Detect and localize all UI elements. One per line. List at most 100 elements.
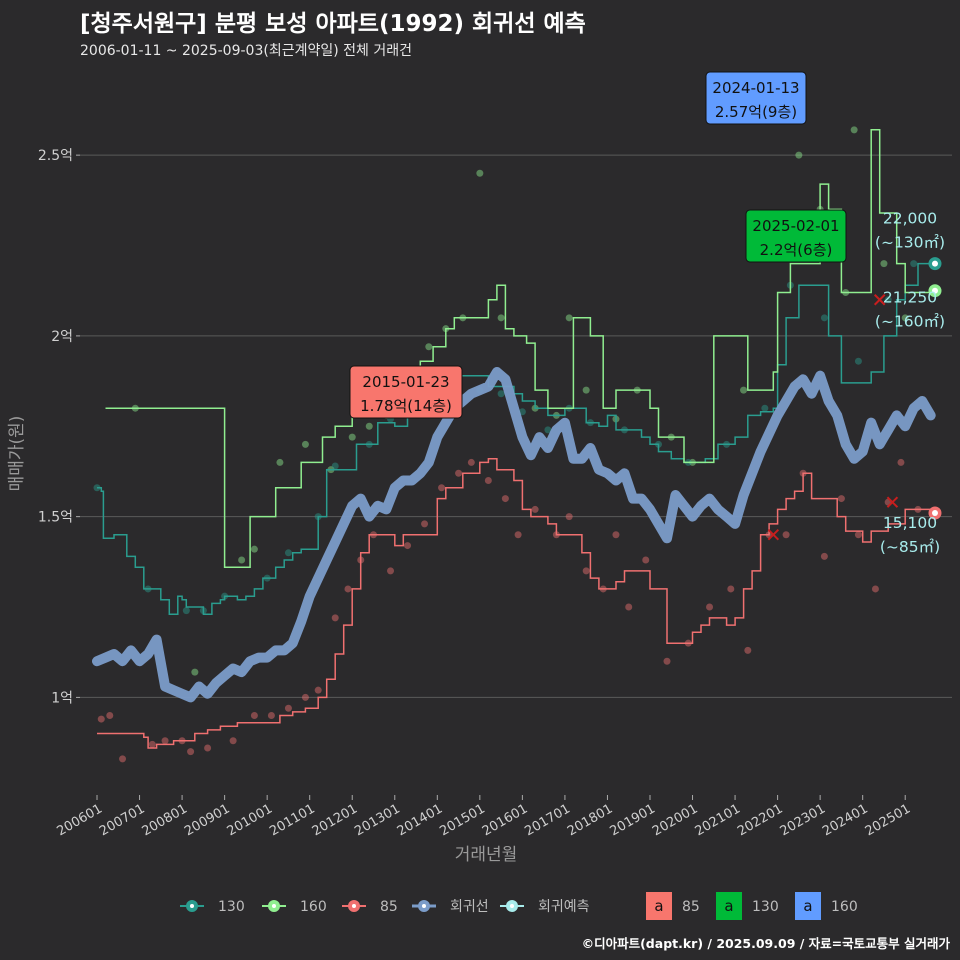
x-tick-label: 201401 [395, 801, 445, 839]
legend-s130-key-center [190, 904, 194, 908]
forecast-s130-marker-center [931, 260, 938, 267]
x-axis-title: 거래년월 [455, 845, 518, 865]
x-tick-label: 201101 [267, 801, 317, 839]
s85-point [148, 740, 156, 748]
x-tick-label: 201701 [522, 801, 572, 839]
x-tick-label: 201201 [310, 801, 360, 839]
s85-point [501, 495, 509, 503]
s85-point [727, 585, 735, 593]
s85-point [642, 556, 650, 564]
s85-point [455, 469, 463, 477]
x-tick-label: 201001 [225, 801, 275, 839]
x-tick-label: 201801 [565, 801, 615, 839]
annotation-value: 1.78억(14층) [360, 397, 452, 415]
s130-point [331, 462, 339, 470]
s85-point [204, 744, 212, 752]
s160-point [238, 556, 246, 564]
legend-s130-label: 130 [218, 899, 245, 915]
s85-point [106, 711, 114, 719]
legend-label85-glyph: a [654, 897, 663, 915]
s160-point [795, 151, 803, 159]
legend-label130-label: 130 [752, 899, 779, 915]
legend-regression-label: 회귀선 [450, 899, 489, 915]
forecast-value-label: 22,000 [883, 210, 937, 228]
s85-point [187, 748, 195, 756]
s85-point [344, 585, 352, 593]
s130-point [910, 260, 918, 268]
s130-point [497, 390, 505, 398]
s130-point [854, 357, 862, 365]
legend-label85-swatch [646, 892, 672, 920]
s85-point [565, 513, 573, 521]
s85-point [744, 646, 752, 654]
s160-point [740, 386, 748, 394]
s160-point [565, 314, 573, 322]
s85-point [663, 657, 671, 665]
annotation-date: 2024-01-13 [712, 79, 799, 97]
s85-point [161, 737, 169, 745]
s85-point [582, 567, 590, 575]
s160-point [301, 440, 309, 448]
s160-point [276, 458, 284, 466]
s85-point [284, 704, 292, 712]
s85-point [782, 531, 790, 539]
s85-point [97, 715, 105, 723]
annotation-box-label160 [705, 71, 807, 125]
annotation-value: 2.57억(9층) [715, 103, 797, 121]
s85-point [820, 552, 828, 560]
s160-point [880, 260, 888, 268]
s85-point [314, 686, 322, 694]
legend-regression-key-center [422, 904, 426, 908]
x-tick-label: 201901 [608, 801, 658, 839]
forecast-value-label: 21,250 [883, 289, 937, 307]
s85-point [119, 755, 127, 763]
legend-s160-label: 160 [300, 899, 327, 915]
s85-point [625, 603, 633, 611]
forecast-s85-marker-center [931, 510, 938, 517]
forecast-area-label: (~130㎡) [875, 234, 945, 252]
forecast-area-label: (~160㎡) [875, 313, 945, 331]
s85-point [421, 520, 429, 528]
s85-point [404, 542, 412, 550]
chart-title: [청주서원구] 분평 보성 아파트(1992) 회귀선 예측 [80, 11, 586, 37]
legend-s85-label: 85 [380, 899, 398, 915]
x-tick-label: 202501 [863, 801, 913, 839]
s160-point [476, 169, 484, 177]
s160-point [582, 386, 590, 394]
s130-point [761, 404, 769, 412]
s85-point [250, 711, 258, 719]
x-tick-label: 201601 [480, 801, 530, 839]
s160-point [425, 343, 433, 351]
chart-subtitle: 2006-01-11 ~ 2025-09-03(최근계약일) 전체 거래건 [80, 43, 412, 59]
s85-point [854, 531, 862, 539]
y-tick-label: 2.5억 [38, 148, 73, 164]
regression-line [92, 367, 936, 703]
s85-point [229, 737, 237, 745]
y-axis-title: 매매가(원) [7, 416, 27, 492]
s160-point [191, 668, 199, 676]
s160-point [250, 545, 258, 553]
s85-point [871, 585, 879, 593]
y-tick-label: 2억 [51, 329, 73, 345]
s160-point [348, 433, 356, 441]
series-85-line [97, 458, 932, 749]
legend-forecast-key-center [510, 904, 514, 908]
s160-point [365, 422, 373, 430]
s130-point [284, 549, 292, 557]
s160-point [850, 126, 858, 134]
series-160-line [105, 129, 931, 569]
y-tick-label: 1.5억 [38, 510, 73, 526]
s130-point [182, 607, 190, 615]
x-tick-label: 200601 [55, 801, 105, 839]
x-tick-label: 201301 [352, 801, 402, 839]
s130-point [820, 314, 828, 322]
legend-label130-glyph: a [724, 897, 733, 915]
legend-label160-swatch [795, 892, 821, 920]
legend-label130-swatch [716, 892, 742, 920]
s85-point [467, 458, 475, 466]
annotation-date: 2015-01-23 [362, 373, 449, 391]
s85-point [484, 476, 492, 484]
annotation-box-label85 [349, 365, 463, 419]
s85-point [531, 505, 539, 513]
